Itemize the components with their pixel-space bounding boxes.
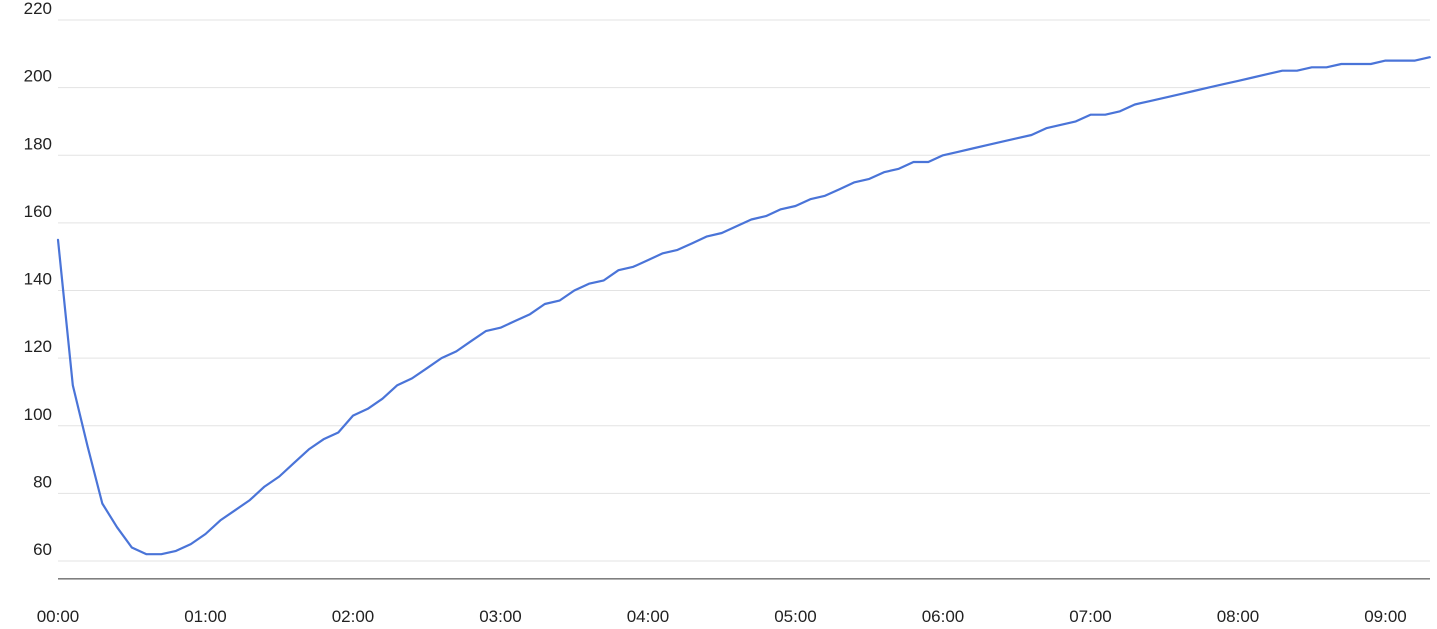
x-tick-label: 09:00 <box>1364 607 1407 626</box>
y-tick-label: 140 <box>24 270 52 289</box>
x-tick-label: 08:00 <box>1217 607 1260 626</box>
y-tick-label: 220 <box>24 0 52 18</box>
x-tick-label: 07:00 <box>1069 607 1112 626</box>
y-tick-label: 160 <box>24 202 52 221</box>
y-tick-label: 60 <box>33 540 52 559</box>
y-tick-label: 180 <box>24 134 52 153</box>
series-line <box>56 56 1431 556</box>
grid-lines <box>58 19 1430 580</box>
x-tick-label: 05:00 <box>774 607 817 626</box>
x-tick-label: 01:00 <box>184 607 227 626</box>
x-tick-label: 04:00 <box>627 607 670 626</box>
y-tick-label: 80 <box>33 472 52 491</box>
y-tick-label: 200 <box>24 67 52 86</box>
y-tick-label: 120 <box>24 337 52 356</box>
y-tick-label: 100 <box>24 405 52 424</box>
series-layer <box>56 56 1431 556</box>
x-tick-label: 02:00 <box>332 607 375 626</box>
x-tick-label: 00:00 <box>37 607 80 626</box>
x-tick-label: 06:00 <box>922 607 965 626</box>
y-axis-ticks: 60 80 100 120 140 160 180 200 220 <box>24 0 52 559</box>
x-tick-label: 03:00 <box>479 607 522 626</box>
x-axis-ticks: 00:00 01:00 02:00 03:00 04:00 05:00 06:00 07:00… <box>37 607 1407 626</box>
